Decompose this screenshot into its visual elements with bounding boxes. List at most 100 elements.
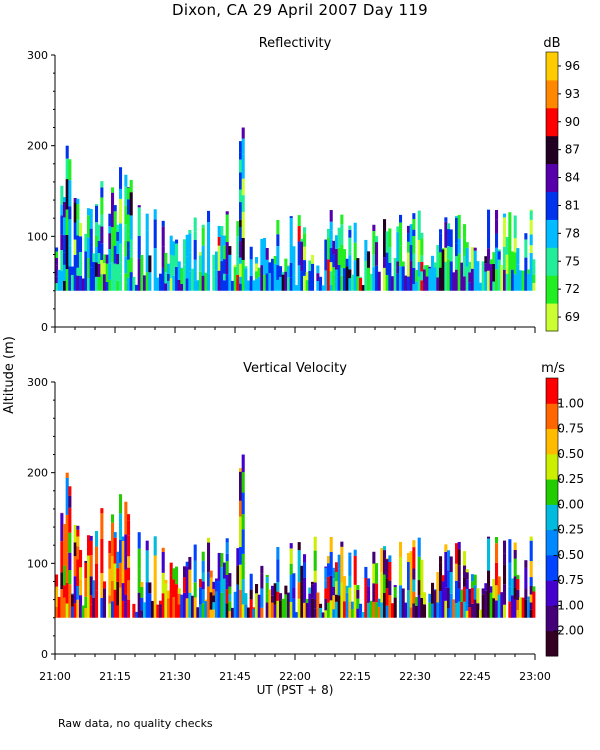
- data-cell: [524, 257, 528, 279]
- data-cell: [305, 271, 309, 281]
- data-cell: [276, 234, 280, 247]
- data-cell: [108, 249, 112, 264]
- data-cell: [127, 567, 131, 581]
- data-cell: [289, 543, 293, 549]
- data-cell: [327, 563, 331, 577]
- data-cell: [463, 255, 467, 277]
- data-cell: [292, 587, 296, 599]
- colorbar-segment: [546, 554, 558, 581]
- data-cell: [223, 245, 227, 260]
- data-cell: [353, 222, 357, 231]
- data-cell: [367, 267, 371, 291]
- data-cell: [297, 226, 301, 242]
- data-cell: [372, 601, 376, 618]
- data-cell: [457, 581, 461, 589]
- data-cell: [100, 513, 104, 539]
- data-cell: [503, 213, 507, 218]
- data-cell: [95, 563, 99, 591]
- data-cell: [388, 228, 392, 248]
- data-cell: [393, 585, 397, 588]
- data-cell: [479, 282, 483, 291]
- data-cell: [305, 280, 309, 291]
- data-cell: [417, 276, 421, 291]
- data-cell: [76, 235, 80, 254]
- data-cell: [255, 278, 259, 291]
- data-cell: [268, 273, 272, 291]
- reflectivity-unit-label: dB: [543, 36, 560, 51]
- data-cell: [383, 257, 387, 268]
- x-tick-label: 21:45: [219, 670, 251, 683]
- data-cell: [255, 271, 259, 279]
- data-cell: [143, 602, 147, 618]
- data-cell: [329, 284, 333, 291]
- data-cell: [268, 262, 272, 274]
- colorbar-segment: [546, 275, 558, 304]
- data-cell: [87, 555, 91, 588]
- data-cell: [489, 259, 493, 265]
- data-cell: [225, 214, 229, 243]
- data-cell: [265, 273, 269, 291]
- data-cell: [199, 578, 203, 588]
- data-cell: [111, 187, 115, 193]
- data-cell: [335, 572, 339, 582]
- data-cell: [497, 251, 501, 260]
- data-cell: [217, 270, 221, 291]
- data-cell: [92, 253, 96, 262]
- data-cell: [241, 211, 245, 238]
- data-cell: [439, 233, 443, 253]
- data-cell: [284, 271, 288, 291]
- data-cell: [505, 254, 509, 274]
- data-cell: [95, 204, 99, 206]
- data-cell: [212, 581, 216, 589]
- data-cell: [457, 549, 461, 566]
- data-cell: [311, 254, 315, 264]
- data-cell: [385, 252, 389, 275]
- data-cell: [177, 593, 181, 605]
- data-cell: [473, 268, 477, 291]
- data-cell: [529, 210, 533, 220]
- data-cell: [311, 584, 315, 599]
- data-cell: [503, 584, 507, 605]
- y-tick-label: 200: [27, 467, 48, 480]
- data-cell: [87, 215, 91, 238]
- data-cell: [324, 239, 328, 271]
- data-cell: [241, 259, 245, 291]
- data-cell: [463, 601, 467, 618]
- y-tick-label: 0: [41, 648, 48, 661]
- data-cell: [457, 601, 461, 618]
- data-cell: [63, 197, 67, 202]
- data-cell: [215, 578, 219, 581]
- data-cell: [316, 273, 320, 281]
- data-cell: [487, 590, 491, 618]
- data-cell: [436, 572, 440, 588]
- data-cell: [108, 595, 112, 604]
- data-cell: [444, 600, 448, 618]
- data-cell: [116, 224, 120, 232]
- data-cell: [420, 232, 424, 239]
- data-cell: [193, 280, 197, 291]
- data-cell: [324, 598, 328, 611]
- velocity-panel-title: Vertical Velocity: [243, 361, 347, 376]
- data-cell: [431, 603, 435, 618]
- data-cell: [396, 232, 400, 262]
- data-cell: [116, 568, 120, 582]
- data-cell: [388, 561, 392, 581]
- data-cell: [239, 219, 243, 228]
- data-cell: [409, 224, 413, 245]
- data-cell: [201, 551, 205, 561]
- colorbar-segment: [546, 303, 558, 332]
- data-cell: [79, 252, 83, 276]
- data-cell: [457, 253, 461, 291]
- data-cell: [412, 568, 416, 580]
- data-cell: [95, 546, 99, 564]
- data-cell: [385, 578, 389, 589]
- data-cell: [495, 600, 499, 618]
- data-cell: [359, 276, 363, 278]
- data-cell: [396, 261, 400, 274]
- data-cell: [100, 181, 104, 188]
- data-cell: [76, 219, 80, 236]
- data-cell: [289, 243, 293, 263]
- data-cell: [172, 579, 176, 597]
- colorbar-segment: [546, 107, 558, 137]
- data-cell: [399, 585, 403, 618]
